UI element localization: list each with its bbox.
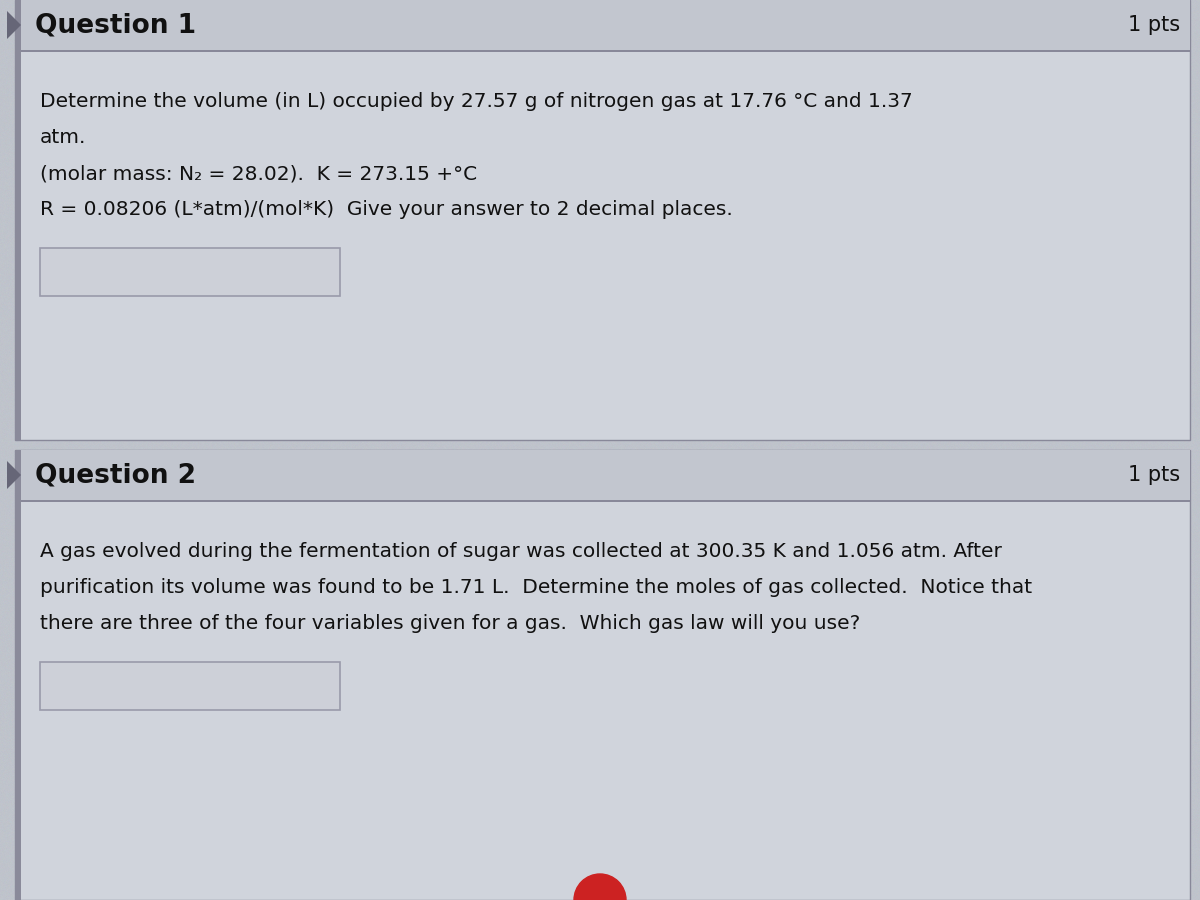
Text: 1 pts: 1 pts [1128,15,1180,35]
Text: Question 1: Question 1 [35,12,196,38]
Polygon shape [7,11,22,39]
Text: A gas evolved during the fermentation of sugar was collected at 300.35 K and 1.0: A gas evolved during the fermentation of… [40,542,1002,561]
FancyBboxPatch shape [14,0,1190,440]
FancyBboxPatch shape [14,500,1190,501]
FancyBboxPatch shape [14,450,1190,500]
Text: Question 2: Question 2 [35,462,196,488]
FancyBboxPatch shape [14,50,1190,51]
FancyBboxPatch shape [14,450,22,900]
Text: there are three of the four variables given for a gas.  Which gas law will you u: there are three of the four variables gi… [40,614,860,633]
FancyBboxPatch shape [14,450,1190,900]
FancyBboxPatch shape [14,0,1190,50]
Text: Determine the volume (in L) occupied by 27.57 g of nitrogen gas at 17.76 °C and : Determine the volume (in L) occupied by … [40,92,913,111]
Text: 1 pts: 1 pts [1128,465,1180,485]
Text: purification its volume was found to be 1.71 L.  Determine the moles of gas coll: purification its volume was found to be … [40,578,1032,597]
Text: atm.: atm. [40,128,86,147]
FancyBboxPatch shape [14,0,22,440]
FancyBboxPatch shape [40,662,340,710]
Circle shape [574,874,626,900]
Polygon shape [7,461,22,489]
Text: (molar mass: N₂ = 28.02).  K = 273.15 +°C: (molar mass: N₂ = 28.02). K = 273.15 +°C [40,164,478,183]
FancyBboxPatch shape [40,248,340,296]
Text: R = 0.08206 (L*atm)/(mol*K)  Give your answer to 2 decimal places.: R = 0.08206 (L*atm)/(mol*K) Give your an… [40,200,733,219]
